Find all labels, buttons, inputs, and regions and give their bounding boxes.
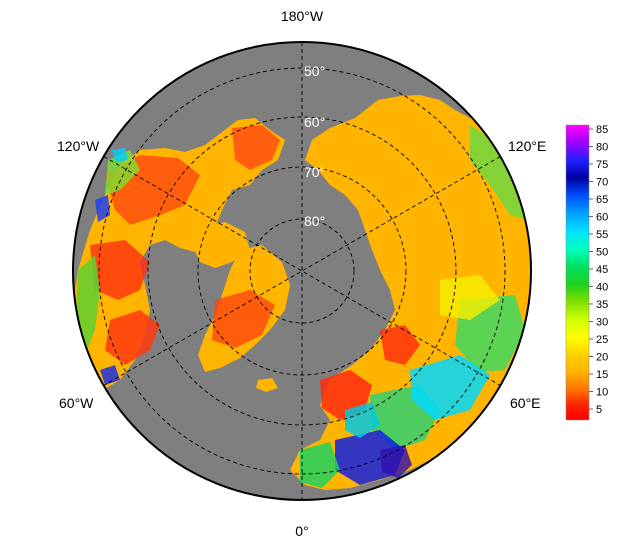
colorbar-tick-label: 30 (596, 317, 608, 329)
patch-canada-blue (95, 195, 110, 222)
patch-alaska-red (232, 125, 280, 170)
land-arctic-islands (192, 222, 250, 268)
lat-label-70: 70° (304, 164, 325, 180)
colorbar-tick-label: 85 (596, 124, 608, 136)
patch-europe-purple (380, 445, 412, 478)
colorbar-tick-label: 50 (596, 247, 608, 259)
patch-labrador-red (105, 310, 160, 365)
lon-label-120e: 120°E (508, 138, 546, 154)
colorbar-tick-label: 70 (596, 177, 608, 189)
colorbar-ticks: 85 80 75 70 65 60 55 50 45 40 35 30 25 20 15 10 5 (589, 124, 608, 416)
colorbar-tick-label: 20 (596, 352, 608, 364)
colorbar-tick-label: 25 (596, 334, 608, 346)
colorbar-tick-label: 65 (596, 194, 608, 206)
map-border (72, 41, 532, 501)
meridian-120e-60w (103, 156, 501, 386)
lon-label-180w: 180°W (281, 8, 324, 24)
colorbar-tick-label: 80 (596, 142, 608, 154)
meridian-60e-120w (103, 156, 501, 386)
colorbar-tick-label: 35 (596, 299, 608, 311)
lat-circle-60 (147, 116, 457, 426)
patch-europe-green (300, 442, 340, 488)
colorbar-gradient (565, 124, 590, 421)
lat-label-60: 60° (304, 114, 325, 130)
colorbar-tick-label: 40 (596, 282, 608, 294)
colorbar: 85 80 75 70 65 60 55 50 45 40 35 30 25 20 15 10 5 (565, 124, 608, 421)
colorbar-tick-label: 75 (596, 159, 608, 171)
patch-siberia-east-green (470, 125, 528, 220)
land-iceland (256, 378, 278, 392)
lat-circle-50 (98, 67, 506, 475)
land-layer (73, 95, 531, 490)
lat-circle-80 (249, 218, 355, 324)
patch-greenland-red (212, 290, 275, 348)
lat-label-50: 50° (304, 63, 325, 79)
colorbar-tick-label: 45 (596, 264, 608, 276)
lon-label-60e: 60°E (510, 395, 541, 411)
patch-yukon-cyan (112, 148, 128, 162)
patch-baltic-cyan (345, 402, 380, 438)
patch-labrador-blue (100, 365, 120, 385)
patch-russia-cyan (410, 355, 490, 420)
lat-label-80: 80° (304, 213, 325, 229)
lon-label-120w: 120°W (57, 138, 100, 154)
colorbar-tick-label: 10 (596, 387, 608, 399)
colorbar-tick-label: 55 (596, 229, 608, 241)
lon-label-60w: 60°W (59, 395, 94, 411)
lon-label-0: 0° (295, 523, 308, 539)
patch-hudson-red (90, 240, 150, 300)
colorbar-tick-label: 60 (596, 212, 608, 224)
graticule (98, 42, 506, 500)
colorbar-tick-label: 5 (596, 404, 602, 416)
patch-kola-red (380, 325, 420, 365)
patch-canada-north-green (105, 150, 140, 195)
colorbar-tick-label: 15 (596, 369, 608, 381)
